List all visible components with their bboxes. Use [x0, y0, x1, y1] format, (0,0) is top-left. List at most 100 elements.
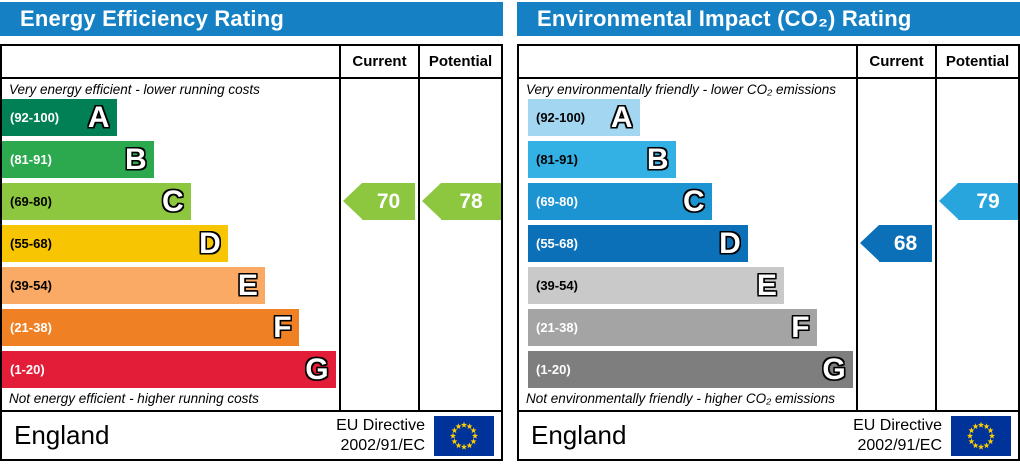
energy-efficiency-panel: Energy Efficiency Rating Current Potenti… — [0, 2, 503, 461]
band-range-label: (21-38) — [10, 320, 52, 335]
band-range-label: (39-54) — [10, 278, 52, 293]
band-range-label: (69-80) — [10, 194, 52, 209]
rating-band: (81-91) B — [2, 141, 339, 183]
rating-band-bar: (92-100) A — [528, 99, 640, 136]
eu-flag-icon — [434, 415, 494, 456]
potential-column — [418, 79, 501, 410]
rating-band: (21-38) F — [2, 309, 339, 351]
arrow-body: 70 — [362, 183, 415, 220]
rating-band: (21-38) F — [528, 309, 856, 351]
table-body: Very environmentally friendly - lower CO… — [519, 79, 1018, 410]
potential-column-header: Potential — [935, 46, 1018, 77]
table-header-row: Current Potential — [2, 46, 501, 79]
band-letter: C — [683, 185, 705, 218]
arrow-body: 79 — [958, 183, 1018, 220]
table-body: Very energy efficient - lower running co… — [2, 79, 501, 410]
panel-title-bar: Energy Efficiency Rating — [0, 2, 503, 36]
arrow-tip-icon — [939, 183, 958, 219]
rating-band: (81-91) B — [528, 141, 856, 183]
potential-rating-arrow: 79 — [939, 183, 1018, 220]
band-letter: F — [791, 311, 810, 344]
band-range-label: (81-91) — [10, 152, 52, 167]
rating-band: (1-20) G — [2, 351, 339, 388]
bottom-caption: Not environmentally friendly - higher CO… — [526, 390, 836, 406]
band-range-label: (21-38) — [536, 320, 578, 335]
rating-band: (39-54) E — [528, 267, 856, 309]
band-range-label: (39-54) — [536, 278, 578, 293]
panel-title: Environmental Impact (CO₂) Rating — [537, 6, 912, 31]
band-letter: E — [237, 269, 258, 302]
rating-band-bar: (1-20) G — [528, 351, 853, 388]
rating-band-bar: (81-91) B — [528, 141, 676, 178]
rating-band-bar: (69-80) C — [2, 183, 191, 220]
region-label: England — [14, 420, 110, 450]
eu-directive-line1: EU Directive — [336, 417, 425, 435]
band-range-label: (69-80) — [536, 194, 578, 209]
current-column — [856, 79, 935, 410]
band-letter: G — [822, 353, 846, 386]
top-caption: Very energy efficient - lower running co… — [9, 81, 260, 97]
environmental-impact-panel: Environmental Impact (CO₂) Rating Curren… — [517, 2, 1020, 461]
panel-footer: England EU Directive 2002/91/EC — [0, 410, 503, 461]
current-rating-value: 68 — [893, 231, 918, 255]
potential-rating-value: 79 — [976, 189, 1000, 213]
band-letter: A — [610, 101, 633, 134]
table-header-row: Current Potential — [519, 46, 1018, 79]
rating-band: (92-100) A — [528, 99, 856, 141]
band-letter: B — [124, 143, 147, 176]
rating-bands: (92-100) A (81-91) B (69-80) C (55-68) D… — [519, 99, 856, 388]
header-spacer-cell — [2, 46, 339, 77]
eu-directive-line1: EU Directive — [853, 417, 942, 435]
arrow-tip-icon — [860, 225, 879, 261]
rating-band: (1-20) G — [528, 351, 856, 388]
rating-band: (39-54) E — [2, 267, 339, 309]
rating-band: (92-100) A — [2, 99, 339, 141]
band-letter: C — [162, 185, 184, 218]
header-spacer-cell — [519, 46, 856, 77]
band-letter: G — [305, 353, 329, 386]
current-rating-arrow: 68 — [860, 225, 932, 262]
rating-band-bar: (21-38) F — [2, 309, 299, 346]
band-range-label: (55-68) — [536, 236, 578, 251]
rating-table: Current Potential Very energy efficient … — [0, 44, 503, 412]
bottom-caption: Not energy efficient - higher running co… — [9, 390, 259, 406]
band-range-label: (92-100) — [536, 110, 586, 125]
arrow-tip-icon — [343, 183, 362, 219]
band-range-label: (1-20) — [536, 362, 571, 377]
rating-band-bar: (55-68) D — [2, 225, 228, 262]
rating-band-bar: (69-80) C — [528, 183, 712, 220]
panel-title: Energy Efficiency Rating — [20, 6, 284, 31]
band-letter: B — [646, 143, 669, 176]
eu-flag-icon — [951, 415, 1011, 456]
band-range-label: (55-68) — [10, 236, 52, 251]
band-letter: A — [87, 101, 110, 134]
current-rating-value: 70 — [376, 189, 401, 213]
rating-band: (55-68) D — [528, 225, 856, 267]
rating-band-bar: (81-91) B — [2, 141, 154, 178]
rating-band: (55-68) D — [2, 225, 339, 267]
potential-column-header: Potential — [418, 46, 501, 77]
band-letter: F — [273, 311, 292, 344]
rating-band: (69-80) C — [528, 183, 856, 225]
band-range-label: (92-100) — [10, 110, 60, 125]
bands-cell: Very environmentally friendly - lower CO… — [519, 79, 856, 410]
rating-band-bar: (21-38) F — [528, 309, 817, 346]
current-rating-arrow: 70 — [343, 183, 415, 220]
rating-band-bar: (39-54) E — [528, 267, 784, 304]
band-range-label: (1-20) — [10, 362, 45, 377]
current-column — [339, 79, 418, 410]
potential-column — [935, 79, 1018, 410]
potential-rating-value: 78 — [459, 189, 483, 213]
panel-title-bar: Environmental Impact (CO₂) Rating — [517, 2, 1020, 36]
current-column-header: Current — [339, 46, 418, 77]
rating-band-bar: (1-20) G — [2, 351, 336, 388]
rating-band-bar: (39-54) E — [2, 267, 265, 304]
rating-band-bar: (92-100) A — [2, 99, 117, 136]
rating-bands: (92-100) A (81-91) B (69-80) C (55-68) D… — [2, 99, 339, 388]
rating-band: (69-80) C — [2, 183, 339, 225]
panel-footer: England EU Directive 2002/91/EC — [517, 410, 1020, 461]
band-letter: D — [719, 227, 741, 260]
band-letter: E — [756, 269, 777, 302]
band-range-label: (81-91) — [536, 152, 578, 167]
